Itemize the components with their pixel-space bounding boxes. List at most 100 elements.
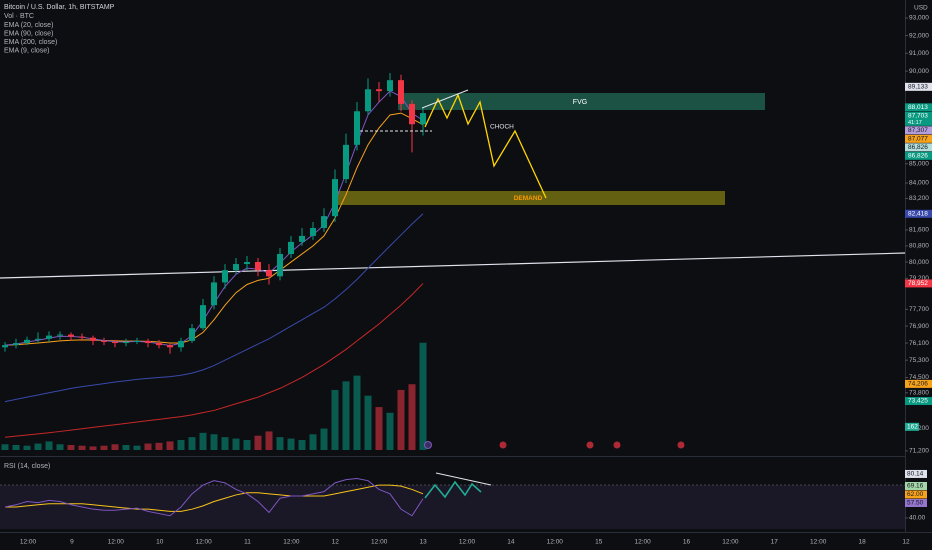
candle-body <box>233 264 239 271</box>
event-icon[interactable] <box>586 441 594 449</box>
candle-body <box>398 80 404 104</box>
x-tick-label: 12:00 <box>722 539 739 546</box>
rsi-projection <box>424 480 482 499</box>
volume-bar <box>155 442 163 450</box>
volume-bar <box>177 439 185 450</box>
candle-body <box>277 253 283 277</box>
candle-body <box>156 343 162 346</box>
price-tag <box>905 143 932 152</box>
price-tag-label: 89,133 <box>908 84 928 91</box>
price-tag <box>905 126 932 135</box>
candle-body <box>112 341 118 344</box>
price-tag-label: 86,826 <box>908 153 928 160</box>
x-tick-label: 13 <box>419 539 427 546</box>
price-tag <box>905 379 932 388</box>
event-icon[interactable] <box>613 441 621 449</box>
volume-bar <box>232 438 240 450</box>
legend-entry: EMA (200, close) <box>4 39 57 46</box>
price-tag-label: 74,206 <box>908 381 928 388</box>
volume-bar <box>386 412 394 450</box>
x-tick-label: 16 <box>683 539 691 546</box>
y-tick-label: 73,800 <box>909 389 929 396</box>
y-tick-label: 76,900 <box>909 323 929 330</box>
candle-body <box>376 89 382 92</box>
volume-legend: Vol · BTC <box>4 13 34 20</box>
candle-body <box>266 270 272 277</box>
candle-body <box>365 89 371 112</box>
volume-bar <box>100 445 108 450</box>
volume-bar <box>243 439 251 450</box>
x-tick-label: 17 <box>771 539 779 546</box>
rsi-tag <box>905 469 927 478</box>
demand-zone <box>333 191 725 205</box>
price-tag <box>905 103 932 112</box>
price-tag <box>905 111 932 126</box>
price-tag-label: 87,077 <box>908 136 928 143</box>
volume-bar <box>23 445 31 450</box>
event-icon[interactable] <box>424 441 432 449</box>
candle-body <box>409 103 415 125</box>
volume-bar <box>331 389 339 450</box>
x-tick-label: 12:00 <box>371 539 388 546</box>
volume-bar <box>408 384 416 450</box>
volume-bar <box>78 445 86 450</box>
rsi-tick-label: 40.00 <box>909 515 926 522</box>
volume-bar <box>56 444 64 450</box>
event-icon[interactable] <box>499 441 507 449</box>
y-tick-label: 77,700 <box>909 306 929 313</box>
price-tag <box>905 151 932 160</box>
candle-body <box>420 113 426 125</box>
candle-body <box>288 241 294 254</box>
candle-body <box>321 216 327 228</box>
y-tick-label: 72,200 <box>909 425 929 432</box>
y-tick-label: 76,100 <box>909 340 929 347</box>
chart-title: Bitcoin / U.S. Dollar, 1h, BITSTAMP <box>4 4 115 11</box>
candle-body <box>24 339 30 344</box>
rsi-tag-label: 69.16 <box>907 483 924 490</box>
candle-body <box>189 328 195 341</box>
candle-body <box>145 340 151 344</box>
price-tag-label: 88,013 <box>908 104 928 111</box>
candle-body <box>222 270 228 283</box>
price-tag-label: 73,425 <box>908 398 928 405</box>
countdown: 41:17 <box>908 120 922 126</box>
x-tick-label: 12:00 <box>108 539 125 546</box>
y-tick-label: 84,000 <box>909 180 929 187</box>
price-tag-label: 87,703 <box>908 113 928 120</box>
candle-body <box>35 338 41 340</box>
volume-bar <box>276 437 284 450</box>
y-tick-label: 81,600 <box>909 227 929 234</box>
candle-body <box>211 282 217 306</box>
trend-line <box>0 252 906 279</box>
volume-bar <box>45 441 53 450</box>
candle-body <box>90 337 96 341</box>
price-tag <box>905 82 932 91</box>
volume-bar <box>210 434 218 450</box>
candle-body <box>387 80 393 92</box>
price-tag-label: 86,826 <box>908 144 928 151</box>
currency-label: USD <box>914 5 928 12</box>
candle-body <box>68 334 74 337</box>
y-tick-label: 91,000 <box>909 50 929 57</box>
volume-bar <box>133 445 141 450</box>
x-tick-label: 18 <box>858 539 866 546</box>
event-icon[interactable] <box>677 441 685 449</box>
x-tick-label: 12:00 <box>810 539 827 546</box>
rsi-tag <box>905 481 927 490</box>
price-tag <box>905 134 932 143</box>
volume-tag <box>905 422 919 431</box>
candle-body <box>46 335 52 339</box>
volume-bar <box>221 437 229 450</box>
upper-trend-line <box>421 89 469 109</box>
rsi-trend-line <box>435 472 492 486</box>
y-tick-label: 90,000 <box>909 68 929 75</box>
volume-bar <box>353 375 361 450</box>
x-tick-label: 12:00 <box>283 539 300 546</box>
candle-body <box>101 340 107 342</box>
volume-bar <box>188 437 196 450</box>
x-tick-label: 12:00 <box>195 539 212 546</box>
x-tick-label: 12 <box>332 539 340 546</box>
volume-bar <box>89 446 97 450</box>
y-tick-label: 74,500 <box>909 374 929 381</box>
